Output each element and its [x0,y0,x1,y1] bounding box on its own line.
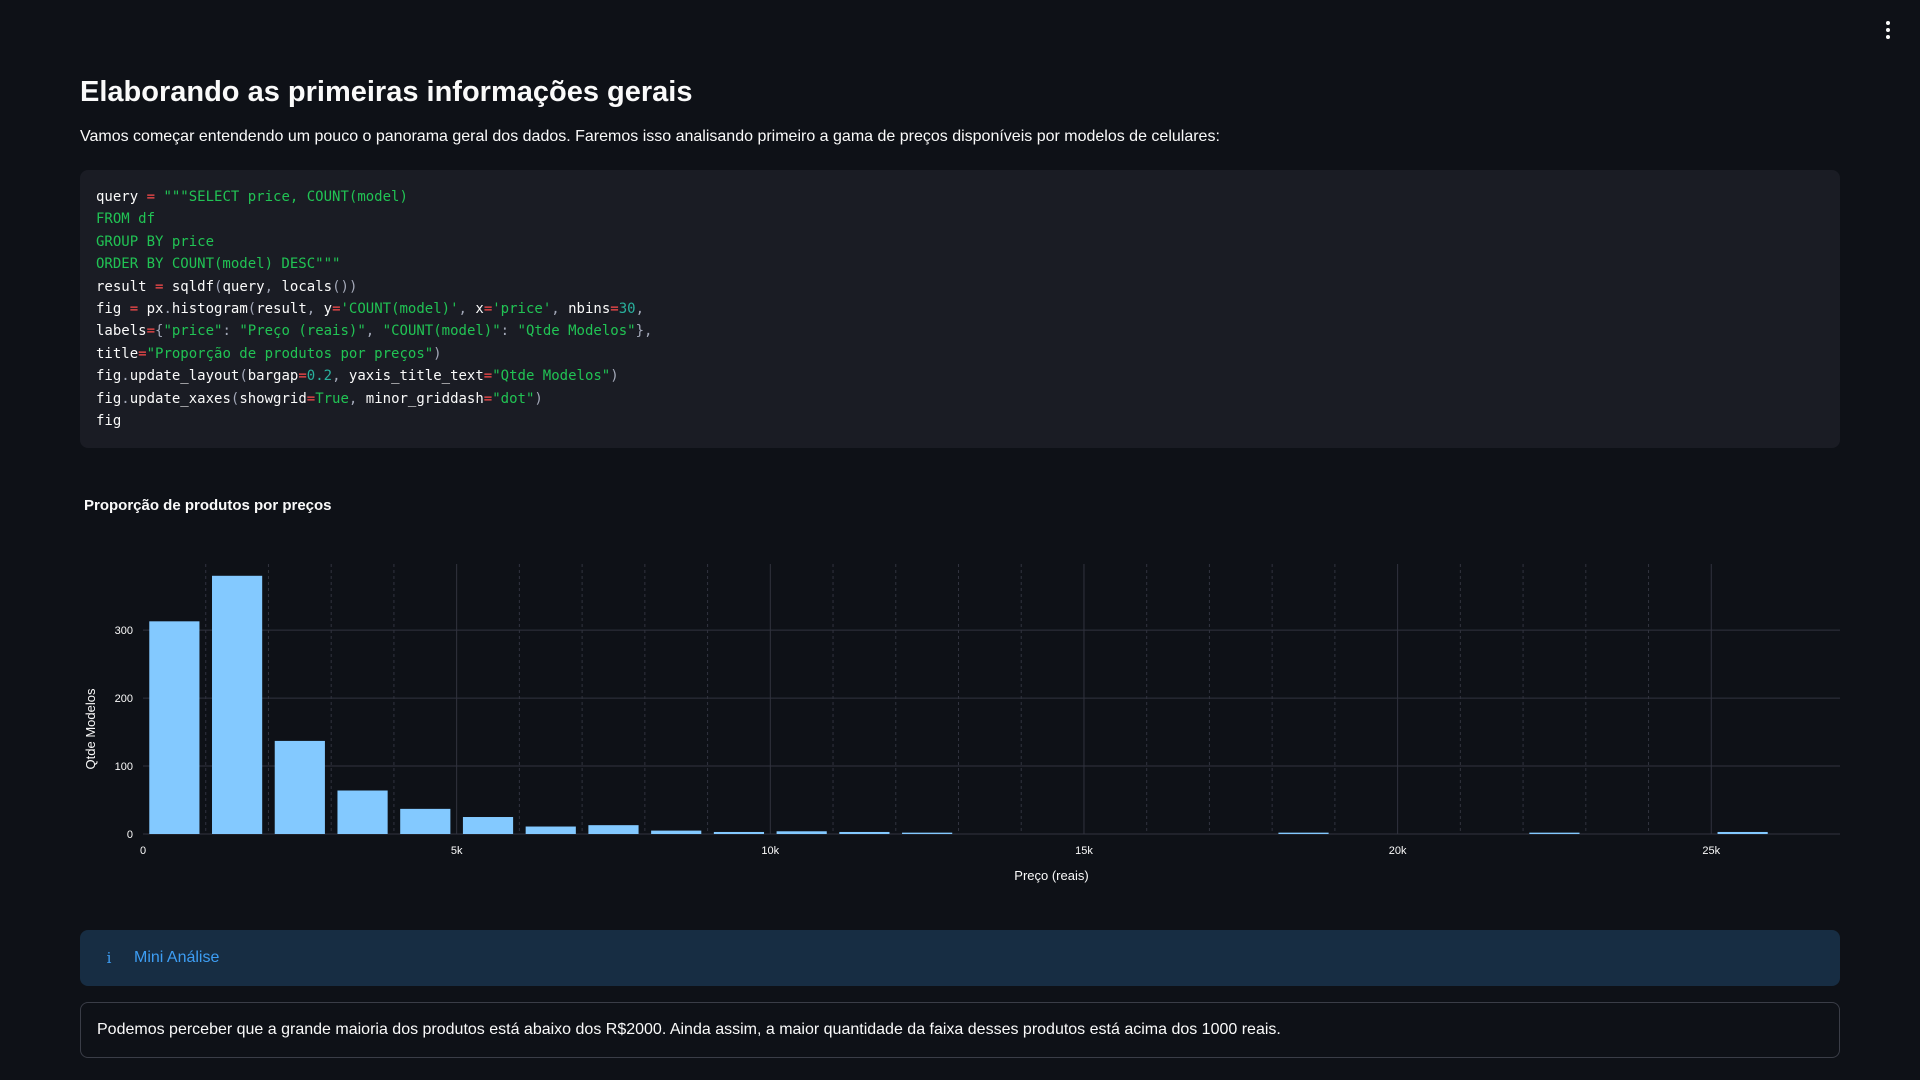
y-axis-title: Qtde Modelos [83,688,98,769]
code-line: GROUP BY price [96,233,215,250]
expander-mini-analise[interactable]: i Mini Análise [80,930,1840,986]
code-line: fig.update_xaxes(showgrid=True, minor_gr… [96,390,543,407]
histogram-bar [839,831,890,834]
code-line: result = sqldf(query, locals()) [96,278,358,295]
y-tick-label: 300 [115,625,133,637]
code-line: FROM df [96,211,156,228]
y-tick-label: 100 [115,761,133,773]
code-line: title="Proporção de produtos por preços"… [96,345,442,362]
x-tick-label: 10k [761,845,779,857]
analysis-text: Podemos perceber que a grande maioria do… [97,1021,1281,1038]
histogram-bar [525,826,576,834]
x-tick-label: 15k [1075,845,1093,857]
more-vertical-icon[interactable] [1876,18,1900,42]
code-line: labels={"price": "Preço (reais)", "COUNT… [96,323,653,340]
code-line: query = """SELECT price, COUNT(model) [96,189,408,205]
code-line: ORDER BY COUNT(model) DESC""" [96,256,341,273]
menu-dot [1886,21,1890,25]
code-line: fig.update_layout(bargap=0.2, yaxis_titl… [96,368,619,385]
analysis-text-box: Podemos perceber que a grande maioria do… [80,1002,1840,1058]
menu-dot [1886,28,1890,32]
y-tick-label: 200 [115,693,133,705]
y-tick-label: 0 [127,829,133,841]
intro-paragraph: Vamos começar entendendo um pouco o pano… [80,128,1220,145]
histogram-bar [1278,832,1329,834]
code-line: fig = px.histogram(result, y='COUNT(mode… [96,300,645,317]
histogram-bar [1529,832,1580,834]
histogram-bar [400,808,451,834]
code-line: fig [96,412,122,429]
x-tick-label: 5k [451,845,463,857]
histogram-bar [337,790,388,834]
histogram-bar [274,740,325,834]
chart-title: Proporção de produtos por preços [84,497,332,514]
x-tick-label: 0 [140,845,146,857]
histogram-bar [1717,831,1768,834]
code-block[interactable]: query = """SELECT price, COUNT(model) FRO… [80,170,1840,448]
histogram-bar [713,831,765,834]
x-axis-title: Preço (reais) [1014,868,1088,883]
histogram-bar [588,825,639,834]
page-title: Elaborando as primeiras informações gera… [80,76,693,108]
info-icon: i [106,949,112,967]
histogram-bar [902,832,953,834]
histogram-chart[interactable]: 0 5k 10k 15k 20k 25k 0 100 200 300 Preço (reais) Qt… [80,540,1840,900]
histogram-bar [776,831,827,834]
histogram-bar [651,830,702,834]
histogram-bar [149,621,200,834]
expander-label: Mini Análise [134,949,220,966]
histogram-bar [462,817,514,834]
menu-dot [1886,35,1890,39]
x-tick-label: 20k [1389,845,1407,857]
x-tick-label: 25k [1702,845,1720,857]
histogram-bar [212,575,263,834]
